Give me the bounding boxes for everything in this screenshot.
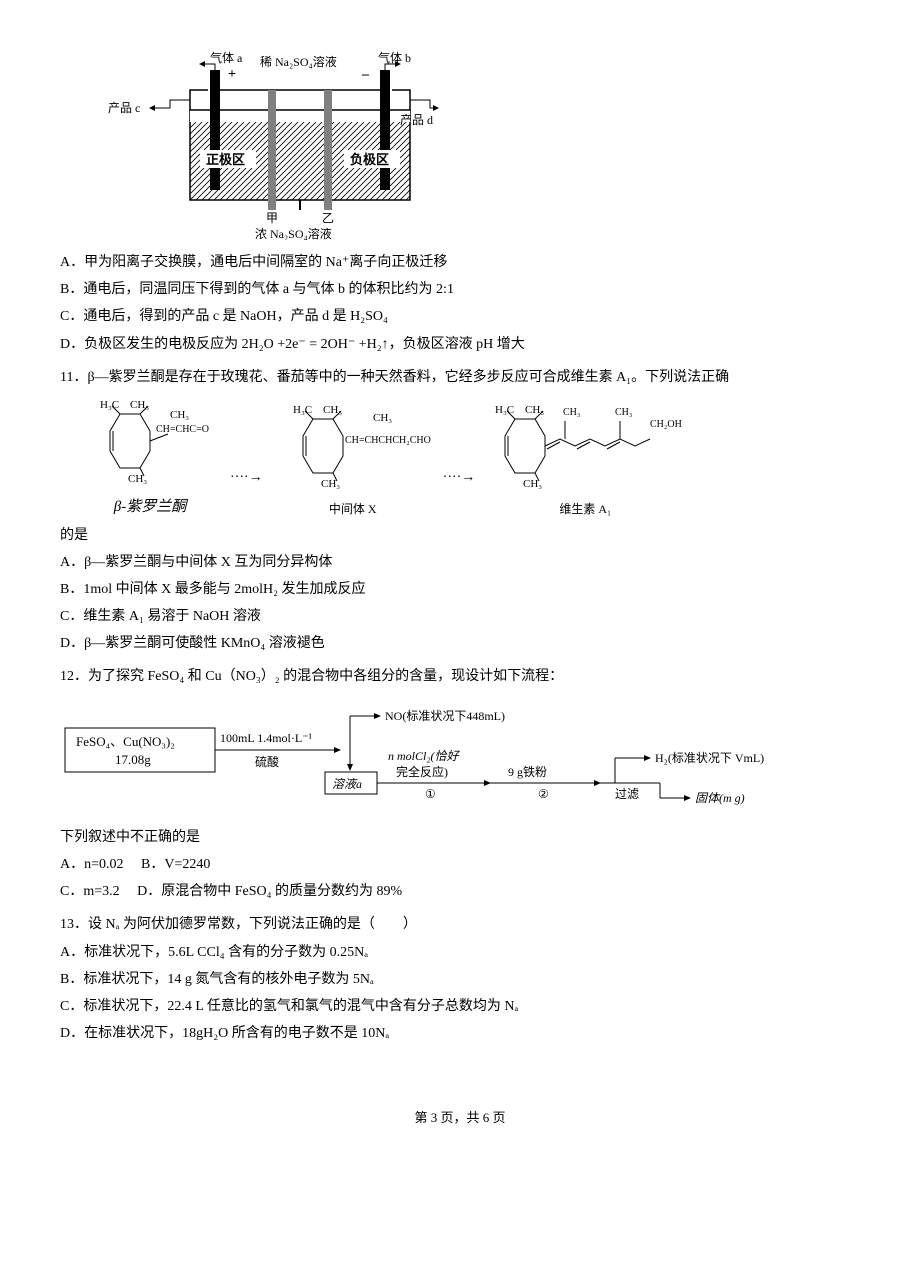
h2-out: H₂(标准状况下 VmL) <box>655 751 764 765</box>
no-out: NO(标准状况下448mL) <box>385 709 505 723</box>
svg-text:CH₃: CH₃ <box>128 473 147 485</box>
q10-option-a: A．甲为阳离子交换膜，通电后中间隔室的 Na⁺离子向正极迁移 <box>60 250 860 275</box>
q13-option-c: C．标准状况下，22.4 L 任意比的氢气和氯气的混气中含有分子总数均为 Nₐ <box>60 994 860 1019</box>
bottom-solution-label: 浓 Na₂SO₄溶液 <box>255 226 332 240</box>
mol2-name: 中间体 X <box>273 499 433 521</box>
svg-text:CH=CHCHCH₂CHO: CH=CHCHCH₂CHO <box>345 435 431 446</box>
gas-b-label: 气体 b <box>378 50 411 65</box>
product-c-label: 产品 c <box>108 101 140 115</box>
q12-option-ab: A．n=0.02 B．V=2240 <box>60 852 860 877</box>
q13-option-d: D．在标准状况下，18gH₂O 所含有的电子数不是 10Nₐ <box>60 1021 860 1046</box>
reaction-arrow-2: ····→ <box>443 465 476 520</box>
q10-option-d: D．负极区发生的电极反应为 2H₂O +2e⁻ = 2OH⁻ +H₂↑，负极区溶… <box>60 332 860 357</box>
svg-text:CH₃: CH₃ <box>523 478 542 490</box>
q12-option-a: A．n=0.02 <box>60 857 124 872</box>
reaction-arrow-1: ····→ <box>230 465 263 520</box>
q10-option-b: B．通电后，同温同压下得到的气体 a 与气体 b 的体积比约为 2:1 <box>60 277 860 302</box>
q11-option-c: C．维生素 A₁ 易溶于 NaOH 溶液 <box>60 604 860 629</box>
svg-text:CH₃: CH₃ <box>170 409 189 421</box>
negative-zone-label: 负极区 <box>350 152 389 167</box>
q12-stem: 12．为了探究 FeSO₄ 和 Cu（NO₃）₂ 的混合物中各组分的含量，现设计… <box>60 664 860 689</box>
q12-option-d: D．原混合物中 FeSO₄ 的质量分数约为 89% <box>137 884 402 899</box>
svg-text:CH₃: CH₃ <box>323 404 342 416</box>
product-d-label: 产品 d <box>400 113 433 127</box>
arrow1-top: 100mL 1.4mol·L⁻¹ <box>220 731 313 745</box>
solid: 固体(m g) <box>695 791 745 805</box>
box1-line2: 17.08g <box>115 752 151 767</box>
svg-text:H₃C: H₃C <box>293 404 312 416</box>
mol3-name: 维生素 A₁ <box>485 499 685 521</box>
circ1: ① <box>425 787 436 801</box>
q11-stem-tail: 的是 <box>60 523 860 548</box>
svg-text:CH₃: CH₃ <box>321 478 340 490</box>
mol1-name: β-紫罗兰酮 <box>80 494 220 521</box>
svg-text:H₃C: H₃C <box>100 399 119 411</box>
q12-post: 下列叙述中不正确的是 <box>60 825 860 850</box>
top-solution-label: 稀 Na₂SO₄溶液 <box>260 54 337 69</box>
q13-stem: 13．设 Nₐ 为阿伏加德罗常数，下列说法正确的是（ ） <box>60 912 860 937</box>
svg-text:CH₃: CH₃ <box>615 407 632 418</box>
filter: 过滤 <box>615 787 639 801</box>
q11-option-b: B．1mol 中间体 X 最多能与 2molH₂ 发生加成反应 <box>60 577 860 602</box>
step1-top: n molCl₂(恰好 <box>388 749 461 763</box>
arrow1-bot: 硫酸 <box>255 754 279 769</box>
jia-label: 甲 <box>266 211 278 225</box>
positive-zone-label: 正极区 <box>206 152 245 167</box>
svg-text:CH₃: CH₃ <box>373 412 392 424</box>
q12-option-b: B．V=2240 <box>141 857 210 872</box>
step2-top: 9 g铁粉 <box>508 765 547 779</box>
q12-flowchart: FeSO₄、Cu(NO₃)₂ 17.08g 100mL 1.4mol·L⁻¹ 硫… <box>60 698 860 817</box>
q10-option-c: C．通电后，得到的产品 c 是 NaOH，产品 d 是 H₂SO₄ <box>60 304 860 329</box>
yi-label: 乙 <box>322 211 334 225</box>
svg-text:CH₃: CH₃ <box>130 399 149 411</box>
svg-text:CH=CHC=O: CH=CHC=O <box>156 424 209 435</box>
q11-option-d: D．β—紫罗兰酮可使酸性 KMnO₄ 溶液褪色 <box>60 631 860 656</box>
step1-bot: 完全反应) <box>396 764 448 779</box>
box1-line1: FeSO₄、Cu(NO₃)₂ <box>76 734 175 749</box>
q12-option-c: C．m=3.2 <box>60 884 120 899</box>
svg-text:CH₃: CH₃ <box>563 407 580 418</box>
q11-option-a: A．β—紫罗兰酮与中间体 X 互为同分异构体 <box>60 550 860 575</box>
q13-option-b: B．标准状况下，14 g 氮气含有的核外电子数为 5Nₐ <box>60 967 860 992</box>
plus-label: + <box>228 67 236 82</box>
gas-a-label: 气体 a <box>210 50 243 65</box>
q11-stem: 11．β—紫罗兰酮是存在于玫瑰花、番茄等中的一种天然香料，它经多步反应可合成维生… <box>60 365 860 390</box>
svg-text:H₃C: H₃C <box>495 404 514 416</box>
minus-label: – <box>361 67 370 82</box>
circ2: ② <box>538 787 549 801</box>
q13-option-a: A．标准状况下，5.6L CCl₄ 含有的分子数为 0.25Nₐ <box>60 940 860 965</box>
page-footer: 第 3 页，共 6 页 <box>60 1106 860 1129</box>
q12-option-cd: C．m=3.2 D．原混合物中 FeSO₄ 的质量分数约为 89% <box>60 879 860 904</box>
electrolysis-diagram: 气体 a + 稀 Na₂SO₄溶液 – 气体 b 产品 c 产品 d 正极区 负… <box>100 50 860 240</box>
sol-a: 溶液a <box>332 777 362 791</box>
svg-text:CH₃: CH₃ <box>525 404 544 416</box>
svg-text:CH₂OH: CH₂OH <box>650 419 682 430</box>
q11-reaction-scheme: H₃C CH₃ CH₃ CH=CHC=O CH₃ β-紫罗兰酮 ····→ H₃C… <box>80 396 860 521</box>
